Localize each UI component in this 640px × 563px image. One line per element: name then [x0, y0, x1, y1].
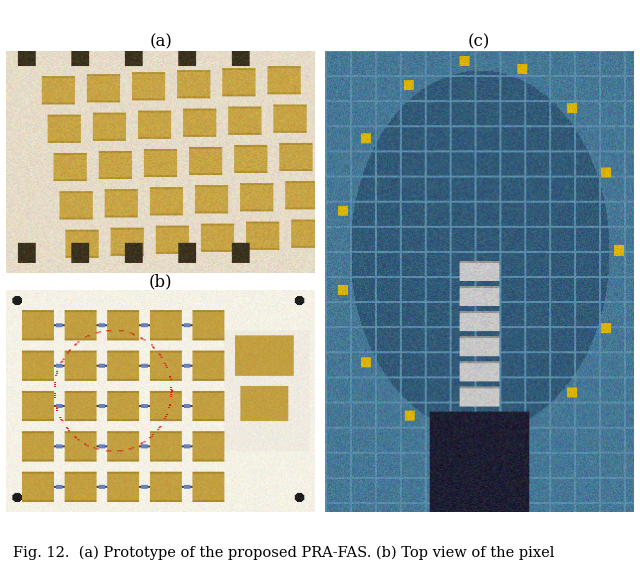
- Title: (a): (a): [150, 34, 172, 51]
- Title: (b): (b): [149, 274, 173, 291]
- Title: (c): (c): [468, 34, 490, 51]
- Text: Fig. 12.  (a) Prototype of the proposed PRA-FAS. (b) Top view of the pixel: Fig. 12. (a) Prototype of the proposed P…: [13, 546, 554, 560]
